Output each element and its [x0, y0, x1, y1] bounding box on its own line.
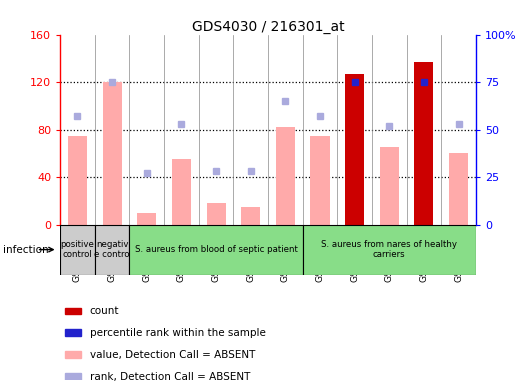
Bar [103, 82, 122, 225]
Bar [449, 153, 468, 225]
Text: negativ
e contro: negativ e contro [94, 240, 130, 259]
Text: value, Detection Call = ABSENT: value, Detection Call = ABSENT [90, 350, 255, 360]
Bar [241, 207, 260, 225]
Text: count: count [90, 306, 119, 316]
Bar [345, 74, 364, 225]
Text: positive
control: positive control [61, 240, 95, 259]
Bar [65, 308, 81, 314]
Text: infection: infection [3, 245, 48, 255]
Bar [95, 225, 129, 275]
Bar [207, 203, 225, 225]
Bar [65, 329, 81, 336]
Bar [303, 225, 476, 275]
Bar [311, 136, 329, 225]
Text: S. aureus from blood of septic patient: S. aureus from blood of septic patient [134, 245, 298, 254]
Bar [414, 62, 434, 225]
Bar [65, 373, 81, 380]
Bar [380, 147, 399, 225]
Bar [68, 136, 87, 225]
Bar [137, 213, 156, 225]
Text: percentile rank within the sample: percentile rank within the sample [90, 328, 266, 338]
Bar [172, 159, 191, 225]
Bar [60, 225, 95, 275]
Text: rank, Detection Call = ABSENT: rank, Detection Call = ABSENT [90, 372, 250, 382]
Bar [65, 351, 81, 358]
Bar [129, 225, 303, 275]
Title: GDS4030 / 216301_at: GDS4030 / 216301_at [192, 20, 344, 33]
Text: S. aureus from nares of healthy
carriers: S. aureus from nares of healthy carriers [321, 240, 457, 259]
Bar [276, 127, 295, 225]
